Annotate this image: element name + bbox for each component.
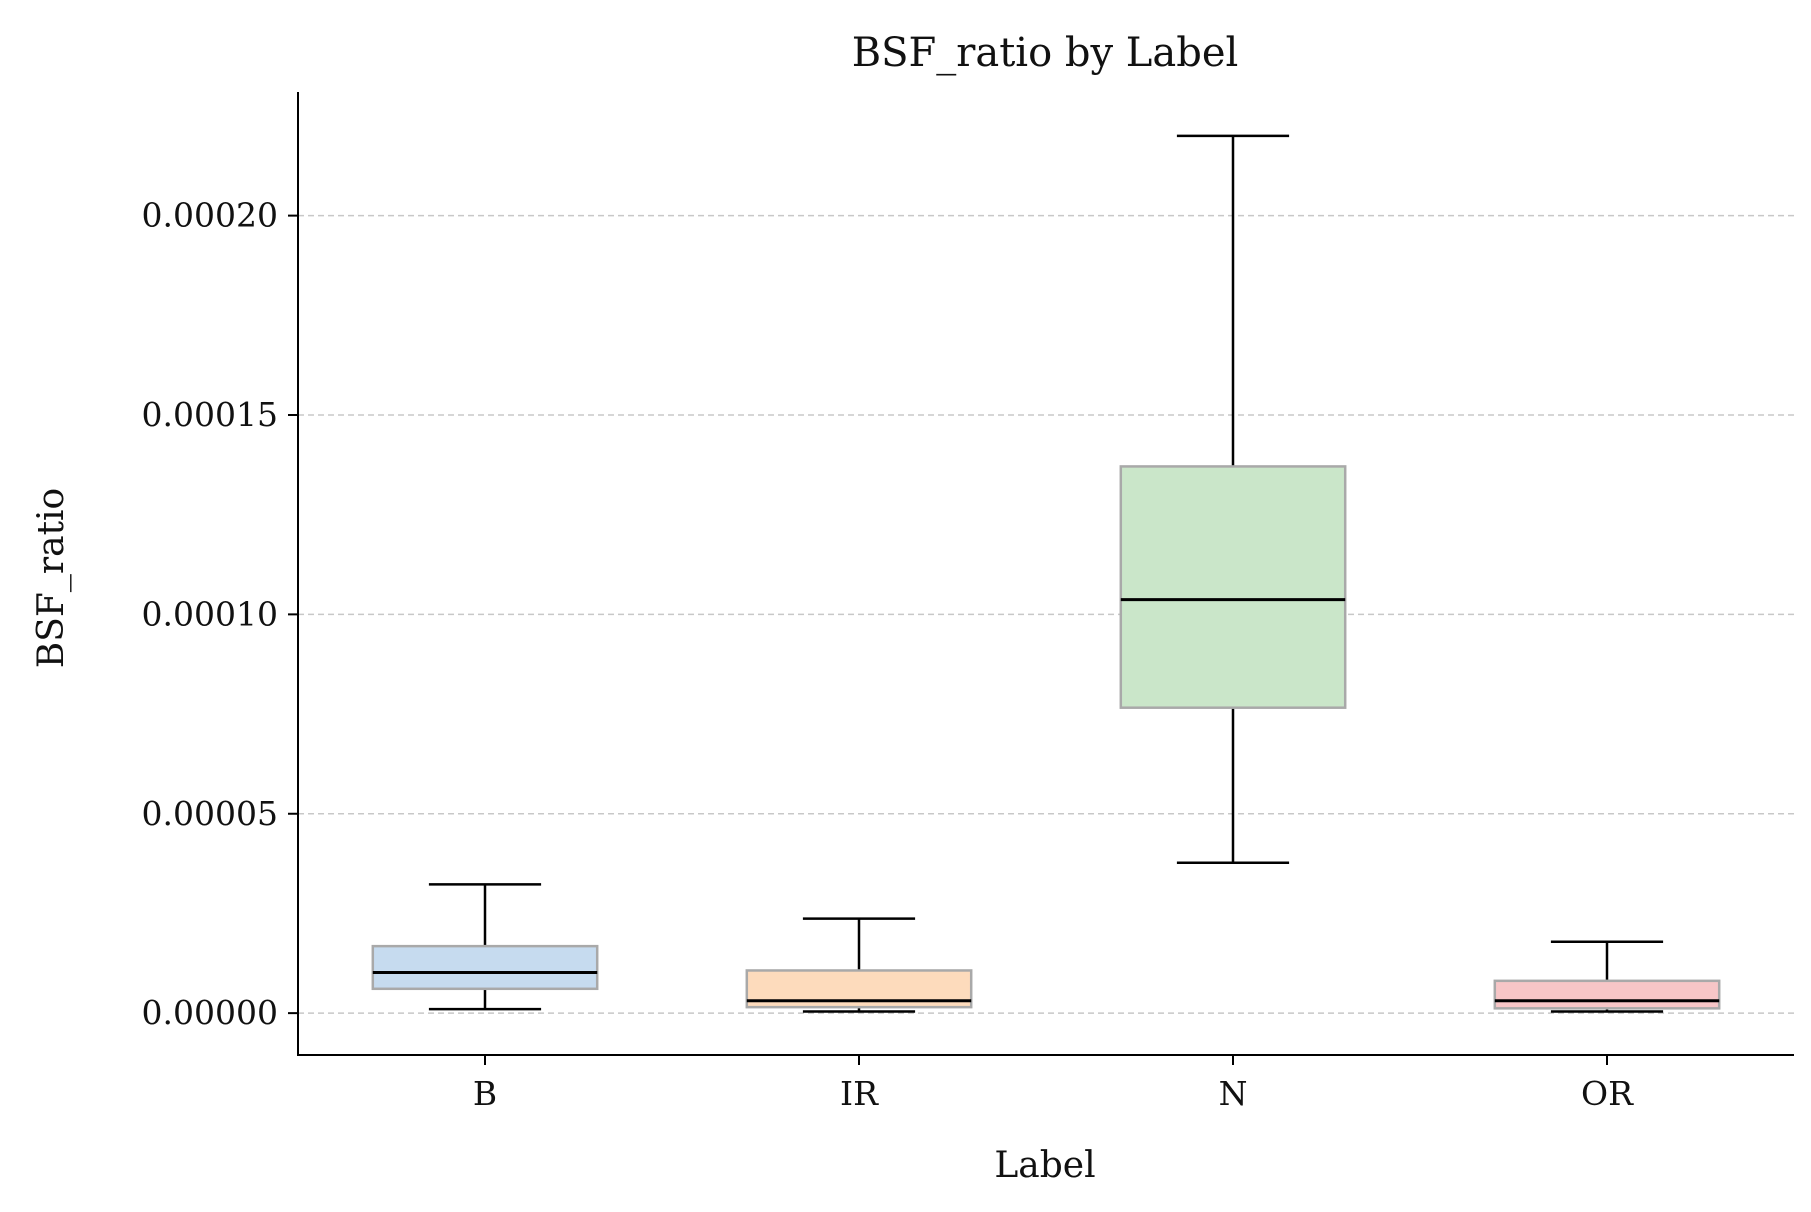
x-tick-label: IR <box>840 1074 879 1113</box>
y-tick-label: 0.00000 <box>142 993 278 1032</box>
y-tick-label: 0.00015 <box>142 395 278 434</box>
box-n <box>1119 134 1347 865</box>
axis-layer <box>297 92 1794 1056</box>
iqr-box <box>1493 979 1721 1010</box>
box-ir <box>745 917 973 1013</box>
box-layer <box>371 134 1721 1013</box>
x-tick-label: B <box>473 1074 497 1113</box>
y-axis-label: BSF_ratio <box>31 488 72 668</box>
iqr-box <box>1119 465 1347 709</box>
y-tick-layer: 0.00000 0.00005 0.00010 0.00015 0.00020 <box>142 196 298 1032</box>
grid-layer <box>298 214 1794 1014</box>
x-tick-layer: B IR N OR <box>473 1055 1634 1113</box>
box-or <box>1493 940 1721 1013</box>
y-tick-label: 0.00010 <box>142 594 278 633</box>
chart-title: BSF_ratio by Label <box>852 30 1239 76</box>
y-tick-label: 0.00020 <box>142 196 278 235</box>
x-axis-label: Label <box>994 1145 1095 1186</box>
box-b <box>371 883 599 1011</box>
y-tick-label: 0.00005 <box>142 794 278 833</box>
iqr-box <box>371 944 599 991</box>
x-tick-label: OR <box>1581 1074 1634 1113</box>
x-tick-label: N <box>1219 1074 1248 1113</box>
